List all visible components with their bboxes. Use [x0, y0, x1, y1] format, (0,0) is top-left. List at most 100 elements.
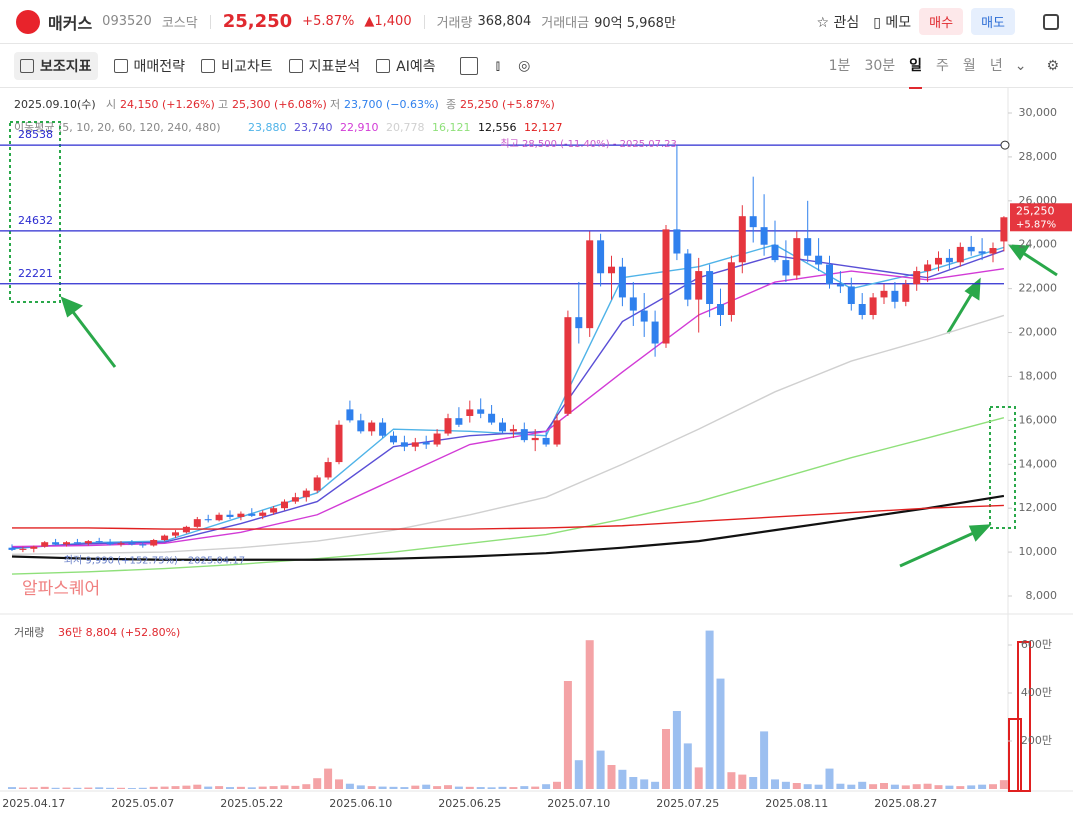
highlight-box [1008, 718, 1022, 792]
dropdown[interactable]: ⌄ [1014, 57, 1027, 74]
candle-body [869, 297, 877, 315]
x-tick-label: 2025.05.07 [111, 797, 174, 810]
tool-button[interactable]: 지표분석 [288, 52, 360, 80]
candle-body [804, 238, 812, 256]
ma-line [11, 494, 1005, 561]
candle-body [924, 264, 932, 272]
candle-body [793, 238, 801, 276]
volume-bar [629, 777, 638, 789]
checkbox[interactable] [459, 56, 478, 75]
low-annotation: 최저 9,990 (+152.75%) - 2025.04.17 [64, 554, 245, 566]
volume-bar [345, 783, 354, 789]
volume-bar [356, 785, 365, 789]
volume-bar [400, 787, 409, 789]
timeframe[interactable]: 1분 [828, 57, 851, 74]
arrow [899, 529, 979, 568]
timeframe[interactable]: 년 [989, 57, 1003, 74]
buy-button[interactable]: 매수 [919, 8, 964, 35]
memo-button[interactable]: ▯ 메모 [873, 14, 912, 31]
volume-bar [73, 787, 82, 789]
candle-body [73, 542, 81, 544]
high-annotation: 최고 28,500 (-11.40%) - 2025.07.23 [500, 138, 677, 150]
toolbar: 보조지표 매매전략 비교차트 지표분석 AI예측 ⫾ ◎ 1분 30분 일 주 월 년 ⌄ ⚙ [0, 43, 1073, 89]
candle-body [760, 227, 768, 245]
ma-line [11, 314, 1005, 555]
timeframe[interactable]: 일 [909, 43, 923, 89]
volume-bar [760, 731, 769, 789]
candle-body [357, 420, 365, 432]
y-tick-label: 30,000 [1019, 106, 1058, 119]
timeframe[interactable]: 주 [936, 57, 949, 74]
candle-body [782, 260, 790, 276]
volume-bar [236, 786, 245, 789]
tool-button[interactable]: 매매전략 [113, 52, 185, 80]
volume-bar [553, 781, 561, 789]
volume-tick-label: 600만 [1021, 638, 1052, 651]
volume-bar [705, 630, 714, 789]
timeframe[interactable]: 30분 [864, 57, 896, 74]
info-label: 시 [106, 98, 116, 111]
camera-icon[interactable]: ◎ [518, 57, 531, 74]
price-tag-change: +5.87% [1016, 219, 1056, 230]
candle-body [847, 286, 855, 305]
timeframe[interactable]: 월 [962, 57, 976, 74]
candle-body [172, 532, 179, 536]
candle-body [858, 304, 866, 315]
volume-bar [247, 787, 256, 789]
volume-tick-label: 400만 [1021, 686, 1052, 699]
volume-note: 36만 8,804 (+52.80%) [58, 626, 180, 639]
candle-body [19, 548, 27, 550]
ma-line [11, 243, 1005, 550]
ma-legend-value: 22,910 [340, 121, 379, 134]
candle-body [575, 317, 583, 329]
memo-label: 메모 [885, 14, 912, 31]
candle-body [368, 422, 376, 432]
volume-tick-label: 200만 [1021, 734, 1052, 747]
volume-bar [847, 784, 856, 789]
candle-body [433, 433, 441, 445]
candle-body [815, 255, 823, 265]
ma-legend-value: 23,740 [294, 121, 333, 134]
volume-bar [672, 711, 681, 789]
candle-body [673, 229, 681, 254]
sell-button[interactable]: 매도 [971, 8, 1015, 35]
candle-body [182, 526, 190, 533]
watch-button[interactable]: ☆ 관심 [816, 14, 860, 31]
candle-body [346, 409, 354, 421]
volume-bar [640, 779, 649, 789]
ma-legend-value: 23,880 [248, 121, 287, 134]
volume-bar [411, 785, 420, 789]
candle-body [422, 442, 430, 445]
volume-bar [585, 640, 594, 789]
candle-body [390, 435, 397, 443]
candle-body [989, 248, 997, 254]
candle-body [161, 535, 169, 541]
y-tick-label: 12,000 [1019, 501, 1058, 514]
volume-bar [84, 787, 93, 789]
candle-body [324, 462, 332, 478]
volume-bar [749, 777, 758, 789]
volume-bar [858, 781, 867, 789]
info-value: 25,250 (+5.87%) [460, 98, 555, 111]
candle-body [259, 512, 267, 516]
price-tag-price: 25,250 [1016, 204, 1055, 217]
volume-bar [117, 787, 125, 789]
tool-button[interactable]: 보조지표 [14, 51, 98, 80]
y-tick-label: 8,000 [1026, 589, 1058, 602]
y-tick-label: 24,000 [1019, 238, 1058, 251]
candle-body [499, 422, 506, 432]
change-pct: +5.87% [302, 14, 355, 29]
tool-button[interactable]: AI예측 [376, 52, 436, 80]
candle-body [379, 422, 387, 436]
level-label: 24632 [18, 214, 53, 227]
volume-bar [302, 784, 311, 789]
volume-bar [967, 785, 976, 789]
volume-bar [433, 786, 442, 789]
panel-toggle[interactable] [1043, 13, 1059, 30]
tool-button[interactable]: 비교차트 [201, 52, 273, 80]
arrow [1019, 249, 1058, 277]
candle-body [891, 290, 899, 302]
candle-body [95, 541, 103, 543]
candle-icon[interactable]: ⫾ [495, 57, 501, 74]
settings[interactable]: ⚙ [1046, 57, 1059, 74]
